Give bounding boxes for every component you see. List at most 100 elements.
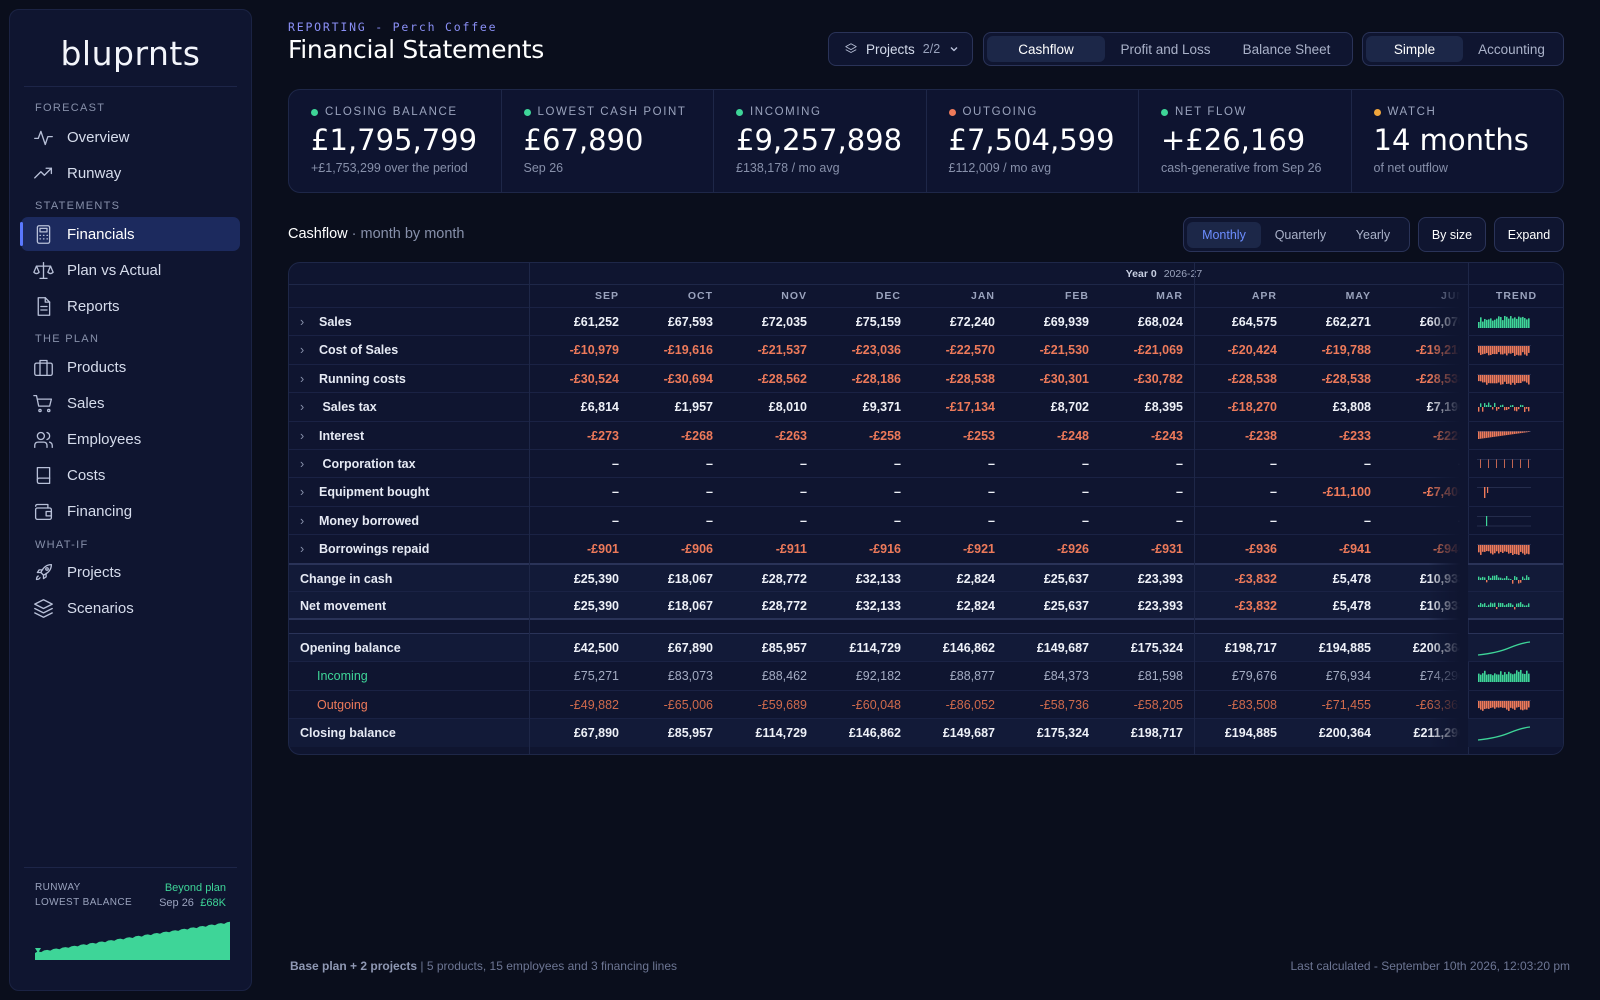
chevron-right-icon[interactable]: ›	[300, 315, 305, 329]
spark-mark	[1510, 430, 1512, 435]
mode-tabs: Simple Accounting	[1362, 32, 1564, 66]
kpi-card[interactable]: WATCH 14 months of net outflow	[1352, 90, 1564, 192]
tab-accounting[interactable]: Accounting	[1478, 41, 1545, 57]
table-row[interactable]: › Corporation tax––––––––––	[289, 449, 1563, 478]
table-row[interactable]: › Equipment bought – – – – – – – – -£11,100 -£7,400	[289, 477, 1563, 506]
kpi-card[interactable]: CLOSING BALANCE £1,795,799 +£1,753,299 ove…	[289, 90, 502, 192]
table-cell: £84,373	[1043, 669, 1089, 684]
spark-mark	[1484, 346, 1486, 355]
table-cell: £85,957	[667, 726, 713, 741]
chevron-right-icon[interactable]: ›	[300, 457, 305, 471]
chevron-right-icon[interactable]: ›	[300, 485, 305, 500]
row-label-text: Net movement	[300, 599, 387, 613]
row-label-text: Sales	[319, 315, 352, 329]
status-dot-icon	[736, 108, 743, 116]
table-cell: £1,957	[674, 400, 713, 415]
tab-quarterly[interactable]: Quarterly	[1274, 227, 1327, 242]
spark-mark	[1508, 430, 1510, 435]
runway-summary[interactable]: RUNWAY Beyond plan LOWEST BALANCE Sep 26…	[24, 867, 237, 960]
spark-mark	[1520, 405, 1522, 408]
chevron-right-icon[interactable]: ›	[300, 371, 305, 386]
table-row[interactable]: › Sales £61,252 £67,593 £72,035 £75,159 £72,24…	[289, 307, 1563, 336]
tab-cashflow[interactable]: Cashflow	[987, 36, 1105, 62]
sidebar-item-reports[interactable]: Reports	[21, 289, 240, 323]
sidebar-item-projects[interactable]: Projects	[21, 555, 240, 589]
chevron-right-icon[interactable]: ›	[300, 428, 305, 443]
table-row[interactable]: › Sales tax £6,814 £1,957 £8,010 £9,371 -£17,…	[289, 392, 1563, 421]
kpi-subtext: +£1,753,299 over the period	[311, 161, 468, 175]
spark-mark	[1504, 459, 1505, 468]
table-cell: -£58,736	[1039, 697, 1089, 712]
table-cell: £23,393	[1137, 599, 1183, 613]
sidebar-item-costs[interactable]: Costs	[21, 458, 240, 492]
spark-mark	[1514, 545, 1516, 555]
tab-balance-sheet[interactable]: Balance Sheet	[1242, 41, 1331, 57]
table-cell: £6,814	[580, 400, 619, 415]
kpi-card[interactable]: INCOMING £9,257,898 £138,178 / mo avg	[714, 90, 927, 192]
spark-mark	[1486, 515, 1488, 526]
table-cell: £8,702	[1050, 400, 1089, 415]
chevron-right-icon[interactable]: ›	[300, 400, 305, 415]
sidebar-item-plan-vs-actual[interactable]: Plan vs Actual	[21, 253, 240, 287]
spark-mark	[1504, 346, 1506, 354]
month-header: JUN	[1440, 290, 1465, 302]
table-cell: £69,939	[1043, 315, 1089, 329]
table-cell: –	[988, 485, 995, 500]
table-cell: £23,393	[1137, 571, 1183, 586]
spark-mark	[1514, 575, 1516, 580]
spark-mark	[1514, 346, 1516, 357]
projects-dropdown[interactable]: Projects 2/2	[828, 32, 973, 66]
tab-monthly[interactable]: Monthly	[1187, 221, 1261, 248]
tab-profit-and-loss[interactable]: Profit and Loss	[1120, 41, 1211, 57]
section-title-text: Cashflow	[288, 226, 348, 242]
lowest-balance-value: £68K	[200, 897, 226, 909]
table-cell: –	[800, 513, 807, 528]
table-row[interactable]: › Running costs -£30,524 -£30,694 -£28,562 -£…	[289, 363, 1563, 393]
spark-mark	[1498, 674, 1500, 683]
trend-sparkline	[1477, 430, 1531, 439]
table-row[interactable]: › Cost of Sales -£10,979 -£19,616 -£21,537 -£…	[289, 335, 1563, 364]
sidebar-item-overview[interactable]: Overview	[21, 120, 240, 154]
spark-mark	[1484, 487, 1486, 499]
spark-mark	[1482, 407, 1484, 412]
table-cell: -£28,538	[945, 371, 995, 386]
chevron-right-icon[interactable]: ›	[300, 513, 305, 528]
spark-mark	[1524, 407, 1526, 413]
sidebar-item-scenarios[interactable]: Scenarios	[21, 591, 240, 625]
chevron-right-icon[interactable]: ›	[300, 542, 305, 557]
table-row[interactable]: › Borrowings repaid -£901 -£906 -£911 -£916 -£…	[289, 534, 1563, 563]
spark-mark	[1508, 603, 1510, 607]
kpi-label-text: WATCH	[1387, 106, 1437, 118]
sidebar-item-label: Costs	[67, 466, 106, 484]
spark-mark	[1512, 545, 1514, 556]
table-row[interactable]: ›Money borrowed––––––––––	[289, 505, 1563, 535]
spark-mark	[1528, 407, 1530, 412]
kpi-card[interactable]: NET FLOW +£26,169 cash-generative from Sep…	[1139, 90, 1352, 192]
spark-mark	[1494, 403, 1496, 408]
kpi-card[interactable]: LOWEST CASH POINT £67,890 Sep 26	[502, 90, 714, 192]
expand-button[interactable]: Expand	[1494, 217, 1564, 252]
tab-yearly[interactable]: Yearly	[1355, 227, 1391, 242]
table-row: Outgoing -£49,882 -£65,006 -£59,689 -£60,048…	[289, 689, 1563, 719]
chevron-right-icon[interactable]: ›	[300, 343, 305, 358]
sidebar-item-financing[interactable]: Financing	[21, 494, 240, 528]
spark-mark	[1478, 604, 1480, 607]
table-row[interactable]: › Interest -£273 -£268 -£263 -£258 -£253 -£248 -…	[289, 420, 1563, 450]
table-cell: -£28,186	[851, 371, 901, 386]
projects-label: Projects	[866, 41, 915, 57]
table-cell: -£28,562	[757, 371, 807, 386]
spark-mark	[1512, 674, 1514, 683]
month-header: APR	[1251, 290, 1277, 302]
sidebar-item-runway[interactable]: Runway	[21, 156, 240, 190]
sidebar-item-sales[interactable]: Sales	[21, 386, 240, 420]
spark-mark	[1510, 346, 1512, 355]
spark-mark	[1520, 317, 1522, 328]
table-cell: -£21,537	[757, 343, 807, 358]
sidebar-item-products[interactable]: Products	[21, 350, 240, 384]
sidebar-item-employees[interactable]: Employees	[21, 422, 240, 456]
spark-mark	[1480, 700, 1482, 710]
kpi-card[interactable]: OUTGOING £7,504,599 £112,009 / mo avg	[927, 90, 1139, 192]
by-size-button[interactable]: By size	[1418, 217, 1486, 252]
tab-simple[interactable]: Simple	[1366, 36, 1463, 62]
sidebar-item-financials[interactable]: Financials	[20, 217, 240, 251]
